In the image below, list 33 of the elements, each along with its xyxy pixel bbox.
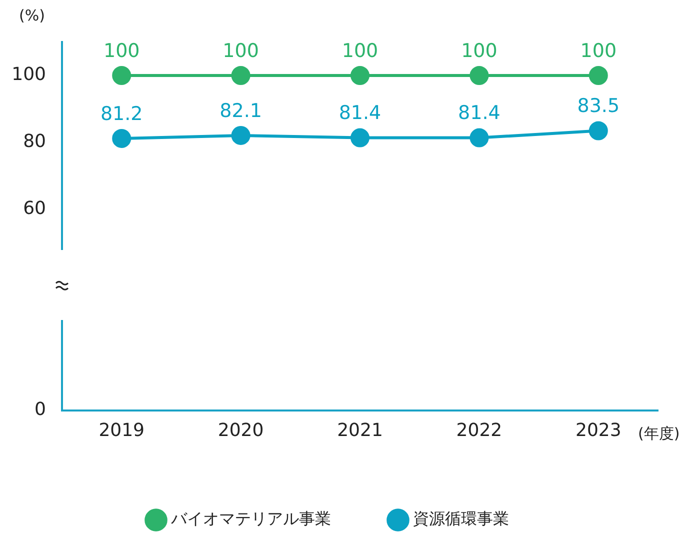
point bbox=[588, 66, 608, 85]
data-label: 100 bbox=[103, 40, 140, 62]
y-tick-label: 60 bbox=[23, 198, 46, 220]
point bbox=[112, 66, 132, 85]
data-label: 100 bbox=[342, 40, 378, 62]
data-label: 82.1 bbox=[220, 100, 262, 122]
point bbox=[470, 66, 489, 85]
x-tick-label: 2019 bbox=[98, 420, 145, 441]
data-label: 81.4 bbox=[458, 102, 500, 124]
y-axis-title: (%) bbox=[19, 6, 45, 24]
data-label: 81.4 bbox=[338, 102, 382, 124]
x-tick-label: 2020 bbox=[218, 420, 264, 441]
y-tick-label: 80 bbox=[23, 131, 46, 152]
x-tick-label: 2023 bbox=[575, 420, 622, 441]
point bbox=[350, 128, 370, 148]
point bbox=[588, 121, 608, 140]
x-axis-title: (年度) bbox=[638, 424, 680, 442]
point bbox=[470, 128, 489, 148]
data-label: 83.5 bbox=[577, 95, 620, 118]
legend-label: 資源循環事業 bbox=[413, 509, 509, 528]
point bbox=[350, 66, 370, 85]
y-tick-label: 0 bbox=[34, 399, 46, 420]
x-tick-label: 2022 bbox=[456, 420, 502, 441]
data-label: 100 bbox=[222, 40, 259, 62]
legend-label: バイオマテリアル事業 bbox=[170, 509, 331, 528]
data-label: 100 bbox=[580, 40, 617, 62]
x-tick-label: 2021 bbox=[337, 420, 383, 441]
point bbox=[231, 66, 250, 85]
data-label: 100 bbox=[461, 40, 498, 62]
y-tick-label: 100 bbox=[12, 64, 46, 86]
data-label: 81.2 bbox=[100, 102, 143, 125]
point bbox=[112, 128, 132, 148]
point bbox=[231, 126, 250, 145]
